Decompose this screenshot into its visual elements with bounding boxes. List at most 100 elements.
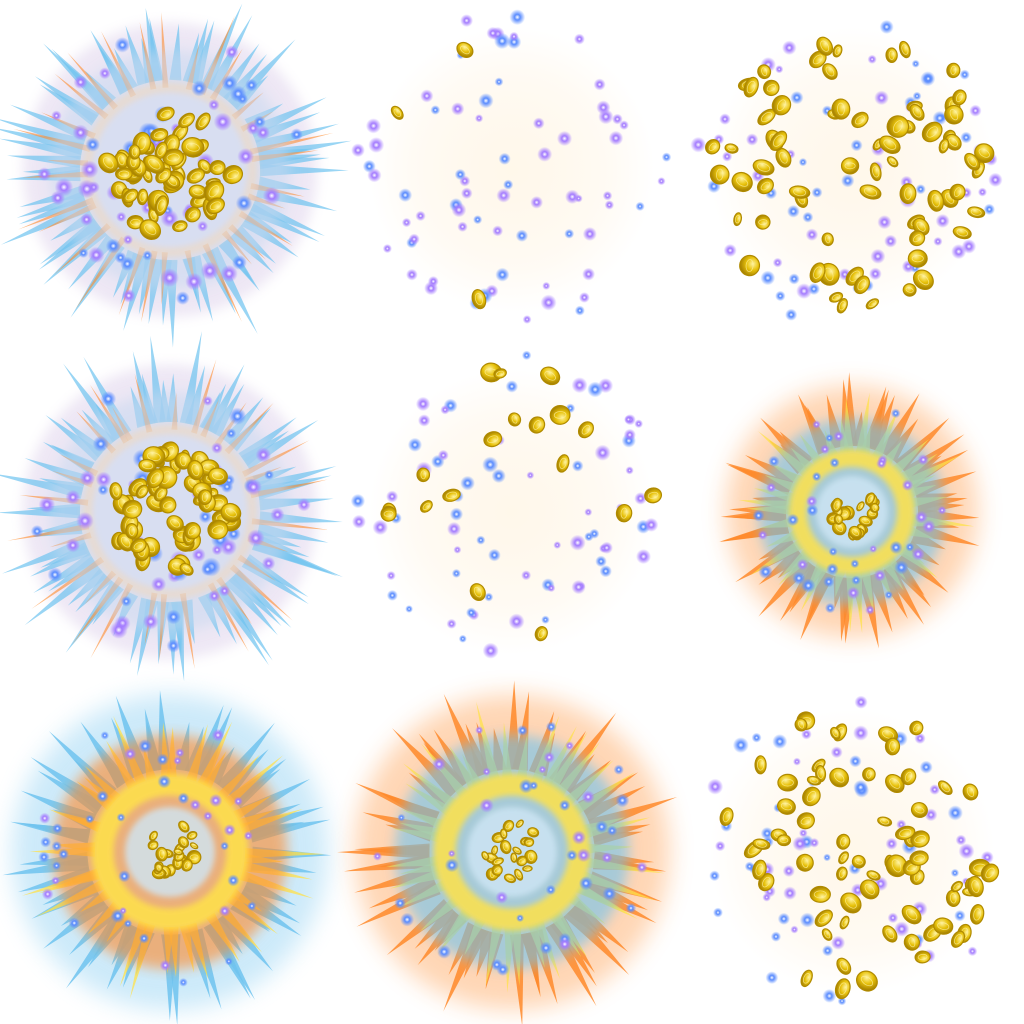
spark-icon [30,524,44,538]
spark-icon [95,471,112,488]
spark-icon [820,444,830,455]
coin-icon [950,930,966,948]
spark-icon [218,585,231,597]
coin-icon [806,775,822,786]
coin-icon [556,454,570,473]
spark-icon [479,798,494,813]
spark-icon [801,729,812,740]
spark-icon [558,937,572,951]
coin-icon [187,459,204,481]
spark-icon [237,148,255,165]
spark-icon [76,512,94,530]
coin-icon [527,827,540,838]
coin-icon [829,726,841,740]
spark-icon [50,190,66,206]
coin-icon [898,40,911,59]
spark-icon [211,442,223,454]
coin-icon [510,852,518,863]
spark-icon [138,933,150,944]
spark-icon [211,728,225,742]
spark-icon [608,130,624,146]
coin-icon [822,63,838,80]
coin-icon [203,180,225,203]
sprite-frame-3 [690,19,1003,321]
coin-icon [179,562,194,576]
spark-icon [870,248,886,264]
spark-icon [420,89,434,103]
spark-icon [453,545,462,554]
coin-icon [840,157,860,175]
spark-icon [869,544,878,553]
spark-icon [782,40,797,56]
coin-icon [967,206,986,219]
coin-icon [752,859,767,880]
spark-icon [657,177,666,186]
spark-icon [41,888,54,900]
spark-icon [812,420,821,429]
spark-icon [47,567,63,583]
coin-icon [821,928,833,941]
coin-icon [155,846,168,862]
spark-icon [208,589,221,602]
coin-icon [909,850,929,866]
coin-icon [938,138,950,154]
coin-icon [143,154,165,174]
spark-icon [772,734,788,749]
spark-icon [578,292,590,303]
spark-icon [114,37,131,53]
spark-icon [619,120,629,130]
coin-icon [885,854,908,878]
spark-icon [121,288,136,303]
spark-icon [532,117,545,130]
coin-icon [796,812,815,830]
coin-icon [858,515,873,527]
sprite-frame-7 [2,690,332,1024]
spark-icon [518,778,534,794]
spark-icon [823,576,835,588]
spark-icon [166,609,181,625]
coin-icon [528,416,546,434]
coin-icon [771,94,792,116]
spark-icon [760,270,776,286]
coin-icon [752,159,775,176]
spark-icon [386,490,399,503]
coin-icon [909,230,926,247]
spark-icon [350,493,366,509]
spark-icon [792,836,808,852]
spark-icon [602,886,617,901]
spark-icon [522,315,532,324]
coin-icon [540,366,561,386]
coin-icon [222,165,244,185]
spark-icon [798,157,808,167]
spark-icon [290,128,303,141]
spark-icon [914,510,928,524]
spark-icon [120,595,132,607]
spark-icon [914,732,926,744]
coin-icon [380,505,397,522]
spark-icon [571,377,588,394]
spark-icon [599,565,612,578]
spark-icon [790,925,799,934]
spark-icon [828,547,838,557]
coin-icon [481,851,490,861]
spark-icon [545,884,556,895]
spark-icon [569,534,586,551]
spark-icon [245,478,262,496]
spark-icon [954,909,966,922]
coin-icon [974,143,995,164]
spark-icon [625,466,634,475]
spark-icon [826,562,839,576]
coin-icon [177,836,190,849]
spark-icon [851,575,861,586]
spark-icon [427,275,439,287]
spark-icon [191,547,206,562]
spark-icon [262,186,281,205]
spark-icon [400,912,415,927]
spark-icon [405,605,413,613]
coin-icon [902,283,917,297]
coin-icon [796,853,814,872]
spark-icon [247,529,265,547]
coin-icon [794,718,808,732]
coin-icon [834,978,851,1000]
spark-icon [690,136,707,153]
